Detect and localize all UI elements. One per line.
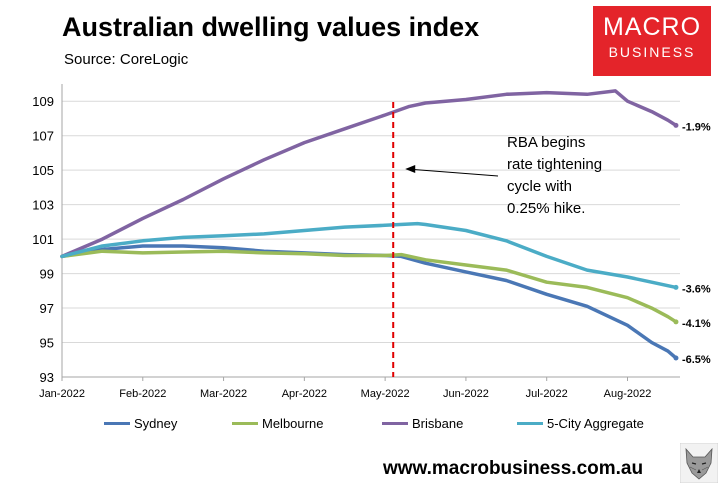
y-tick-label: 97 <box>40 301 54 316</box>
logo-line1: MACRO <box>602 13 702 41</box>
annotation-arrowhead <box>405 165 416 173</box>
wolf-logo-icon <box>680 443 718 483</box>
legend-item: 5-City Aggregate <box>517 416 644 431</box>
x-tick-label: Aug-2022 <box>604 388 652 400</box>
y-tick-label: 101 <box>32 232 54 247</box>
y-tick-label: 93 <box>40 370 54 385</box>
annotation-text: rate tightening <box>507 156 602 173</box>
y-tick-label: 99 <box>40 267 54 282</box>
end-label: -1.9% <box>682 121 711 133</box>
legend-item: Brisbane <box>382 416 463 431</box>
legend-label: Melbourne <box>262 416 324 431</box>
logo-line2: BUSINESS <box>608 44 696 60</box>
y-tick-label: 107 <box>32 129 54 144</box>
legend-swatch <box>232 422 258 425</box>
series-lines <box>60 89 679 361</box>
legend: Sydney Melbourne Brisbane 5-City Aggregate <box>0 416 727 440</box>
end-label: -6.5% <box>682 354 711 366</box>
series-line-brisbane <box>60 89 678 259</box>
source-label: Source: CoreLogic <box>64 51 189 68</box>
legend-label: Brisbane <box>412 416 464 431</box>
x-tick-label: May-2022 <box>361 388 410 400</box>
series-end-point <box>673 319 679 325</box>
series-line-melbourne <box>60 249 678 324</box>
legend-swatch <box>517 422 543 425</box>
legend-swatch <box>104 422 130 425</box>
end-label: -4.1% <box>682 318 711 330</box>
x-tick-label: Feb-2022 <box>119 388 166 400</box>
series-end-point <box>673 122 679 128</box>
macrobusiness-logo: MACRO BUSINESS <box>593 6 711 76</box>
end-labels: -6.5% -4.1% -1.9% -3.6% <box>682 121 711 366</box>
axes: 93 95 97 99 101 103 105 107 109 Jan-2022 Feb-2022 M… <box>32 84 680 400</box>
x-tick-label: Jul-2022 <box>526 388 568 400</box>
series-line-sydney <box>60 244 678 360</box>
series-line-5-city-aggregate <box>60 221 678 290</box>
end-label: -3.6% <box>682 283 711 295</box>
y-tick-label: 103 <box>32 198 54 213</box>
website-url: www.macrobusiness.com.au <box>383 458 644 479</box>
annotation-text: cycle with <box>507 178 572 195</box>
x-tick-label: Jan-2022 <box>39 388 85 400</box>
legend-item: Melbourne <box>232 416 323 431</box>
annotation-arrow <box>407 168 499 177</box>
y-tick-label: 95 <box>40 336 54 351</box>
annotation-text: RBA begins <box>507 134 585 151</box>
x-tick-label: Mar-2022 <box>200 388 247 400</box>
x-tick-label: Jun-2022 <box>443 388 489 400</box>
series-end-point <box>673 355 679 361</box>
page-title: Australian dwelling values index <box>62 12 480 42</box>
y-tick-label: 109 <box>32 94 54 109</box>
x-tick-label: Apr-2022 <box>282 388 327 400</box>
legend-swatch <box>382 422 408 425</box>
series-end-point <box>673 284 679 290</box>
y-tick-label: 105 <box>32 163 54 178</box>
legend-item: Sydney <box>104 416 177 431</box>
annotation: RBA begins rate tightening cycle with 0.25%… <box>392 102 602 377</box>
legend-label: 5-City Aggregate <box>547 416 644 431</box>
legend-label: Sydney <box>134 416 178 431</box>
annotation-text: 0.25% hike. <box>507 200 585 217</box>
line-chart: 93 95 97 99 101 103 105 107 109 Jan-2022 Feb-2022 M… <box>32 84 711 400</box>
